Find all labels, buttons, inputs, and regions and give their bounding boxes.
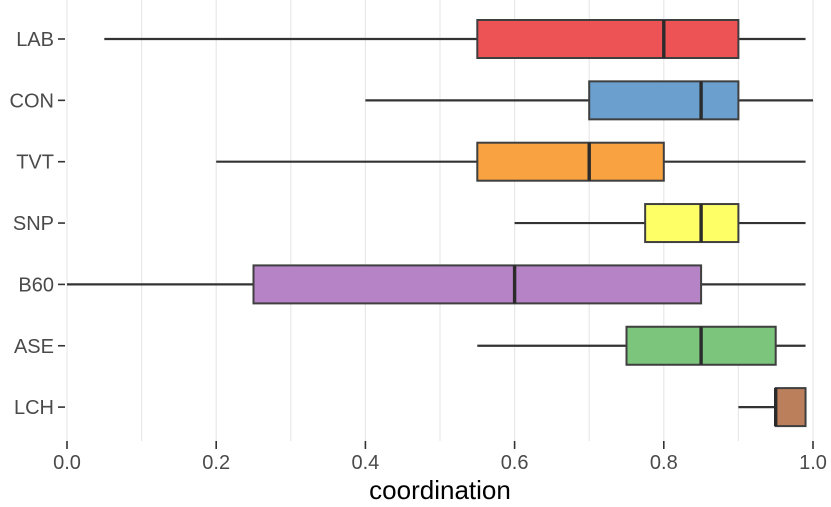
y-category-label: LCH [14, 397, 54, 419]
x-tick-label: 0.4 [351, 452, 379, 474]
y-category-label: LAB [16, 29, 54, 51]
x-axis-layer: 0.0 0.2 0.4 0.6 0.8 1.0 [53, 441, 827, 474]
x-tick-label: 0.6 [501, 452, 529, 474]
y-category-label: TVT [16, 152, 54, 174]
x-axis-title: coordination [369, 475, 511, 505]
x-tick-label: 0.2 [202, 452, 230, 474]
box-lab [476, 19, 740, 59]
y-axis-layer: LAB CON TVT SNP B60 ASE LCH [10, 29, 65, 419]
box-b60 [252, 264, 703, 305]
boxes-layer [67, 19, 813, 428]
y-category-label: B60 [18, 274, 54, 296]
box-con [588, 80, 740, 121]
y-category-label: SNP [13, 213, 54, 235]
x-tick-label: 0.0 [53, 452, 81, 474]
y-category-label: ASE [14, 336, 54, 358]
x-tick-label: 1.0 [799, 452, 827, 474]
y-category-label: CON [10, 90, 54, 112]
box-snp [644, 203, 740, 244]
box-tvt [476, 141, 665, 182]
x-tick-label: 0.8 [650, 452, 678, 474]
box-lch [774, 387, 807, 428]
